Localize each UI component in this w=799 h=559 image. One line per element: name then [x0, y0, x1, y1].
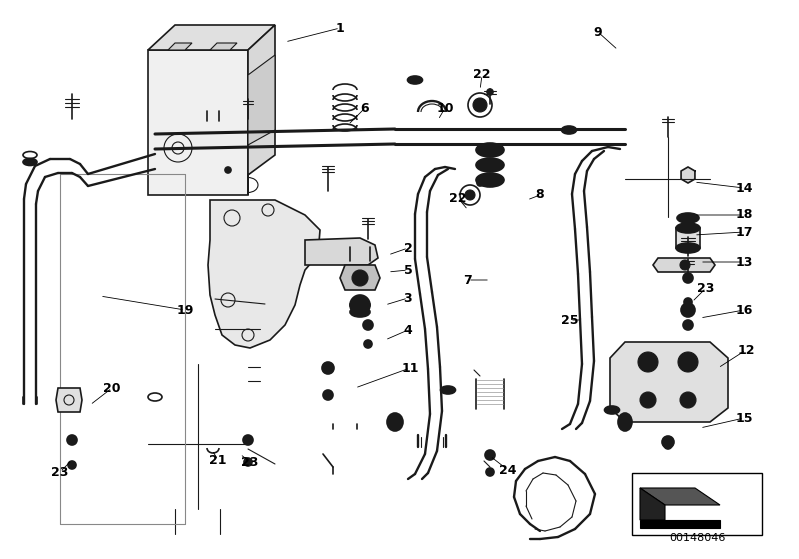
Text: 11: 11	[401, 362, 419, 375]
Circle shape	[640, 392, 656, 408]
Text: 4: 4	[403, 324, 412, 337]
Ellipse shape	[676, 223, 700, 233]
Text: 5: 5	[403, 263, 412, 277]
Circle shape	[225, 167, 231, 173]
Text: 21: 21	[209, 453, 227, 467]
Circle shape	[67, 435, 77, 445]
Ellipse shape	[476, 143, 504, 157]
Circle shape	[485, 450, 495, 460]
Circle shape	[322, 362, 334, 374]
Ellipse shape	[476, 158, 504, 172]
Polygon shape	[248, 25, 275, 195]
Circle shape	[473, 98, 487, 112]
Text: 24: 24	[499, 463, 517, 476]
Circle shape	[363, 320, 373, 330]
Text: 3: 3	[403, 291, 412, 305]
Polygon shape	[56, 388, 82, 412]
Circle shape	[664, 441, 672, 449]
Circle shape	[356, 274, 364, 282]
Polygon shape	[681, 167, 695, 183]
Text: 1: 1	[336, 21, 344, 35]
Circle shape	[477, 180, 483, 186]
Text: 9: 9	[594, 26, 602, 39]
Circle shape	[364, 340, 372, 348]
Polygon shape	[640, 488, 720, 505]
Text: 19: 19	[177, 304, 193, 316]
Polygon shape	[676, 228, 700, 248]
Text: 23: 23	[241, 456, 259, 468]
Circle shape	[681, 303, 695, 317]
Text: 25: 25	[561, 314, 578, 326]
Text: 20: 20	[103, 381, 121, 395]
Circle shape	[323, 390, 333, 400]
Text: 2: 2	[403, 241, 412, 254]
Circle shape	[680, 260, 690, 270]
Ellipse shape	[387, 413, 403, 431]
Ellipse shape	[618, 413, 632, 431]
Circle shape	[465, 190, 475, 200]
Circle shape	[662, 436, 674, 448]
Circle shape	[244, 458, 252, 466]
Ellipse shape	[350, 307, 370, 317]
Circle shape	[243, 435, 253, 445]
Ellipse shape	[562, 126, 577, 134]
Polygon shape	[248, 55, 275, 145]
Text: 14: 14	[735, 182, 753, 195]
Ellipse shape	[605, 406, 619, 414]
Circle shape	[352, 270, 368, 286]
Text: 23: 23	[698, 282, 714, 295]
Polygon shape	[208, 200, 320, 348]
Circle shape	[683, 273, 693, 283]
Circle shape	[68, 461, 76, 469]
Ellipse shape	[23, 159, 37, 165]
Text: 8: 8	[535, 188, 544, 201]
Ellipse shape	[683, 216, 693, 220]
Text: 6: 6	[360, 102, 369, 115]
Bar	[632, 473, 762, 535]
Text: 7: 7	[463, 273, 472, 287]
Ellipse shape	[407, 76, 423, 84]
Circle shape	[638, 352, 658, 372]
Text: 22: 22	[449, 192, 467, 205]
Circle shape	[678, 352, 698, 372]
Circle shape	[684, 298, 692, 306]
Ellipse shape	[350, 300, 370, 310]
Polygon shape	[340, 265, 380, 290]
Polygon shape	[653, 258, 715, 272]
Ellipse shape	[677, 213, 699, 223]
Polygon shape	[210, 43, 237, 50]
Text: 18: 18	[735, 209, 753, 221]
Text: 16: 16	[735, 304, 753, 316]
Polygon shape	[305, 238, 378, 265]
Polygon shape	[640, 488, 665, 520]
Text: 17: 17	[735, 225, 753, 239]
Polygon shape	[148, 25, 275, 50]
Polygon shape	[168, 43, 192, 50]
Text: 15: 15	[735, 411, 753, 424]
Circle shape	[680, 392, 696, 408]
Circle shape	[350, 295, 370, 315]
Text: 23: 23	[51, 466, 69, 479]
Text: 12: 12	[737, 343, 755, 357]
Circle shape	[486, 468, 494, 476]
Circle shape	[683, 320, 693, 330]
Text: 10: 10	[436, 102, 454, 115]
Text: 22: 22	[473, 69, 491, 82]
Text: 13: 13	[735, 255, 753, 268]
Circle shape	[487, 89, 493, 95]
Polygon shape	[610, 342, 728, 422]
Polygon shape	[148, 50, 248, 195]
Text: 00148046: 00148046	[669, 533, 725, 543]
Polygon shape	[640, 520, 720, 528]
Ellipse shape	[676, 243, 700, 253]
Ellipse shape	[440, 386, 455, 394]
Ellipse shape	[476, 173, 504, 187]
